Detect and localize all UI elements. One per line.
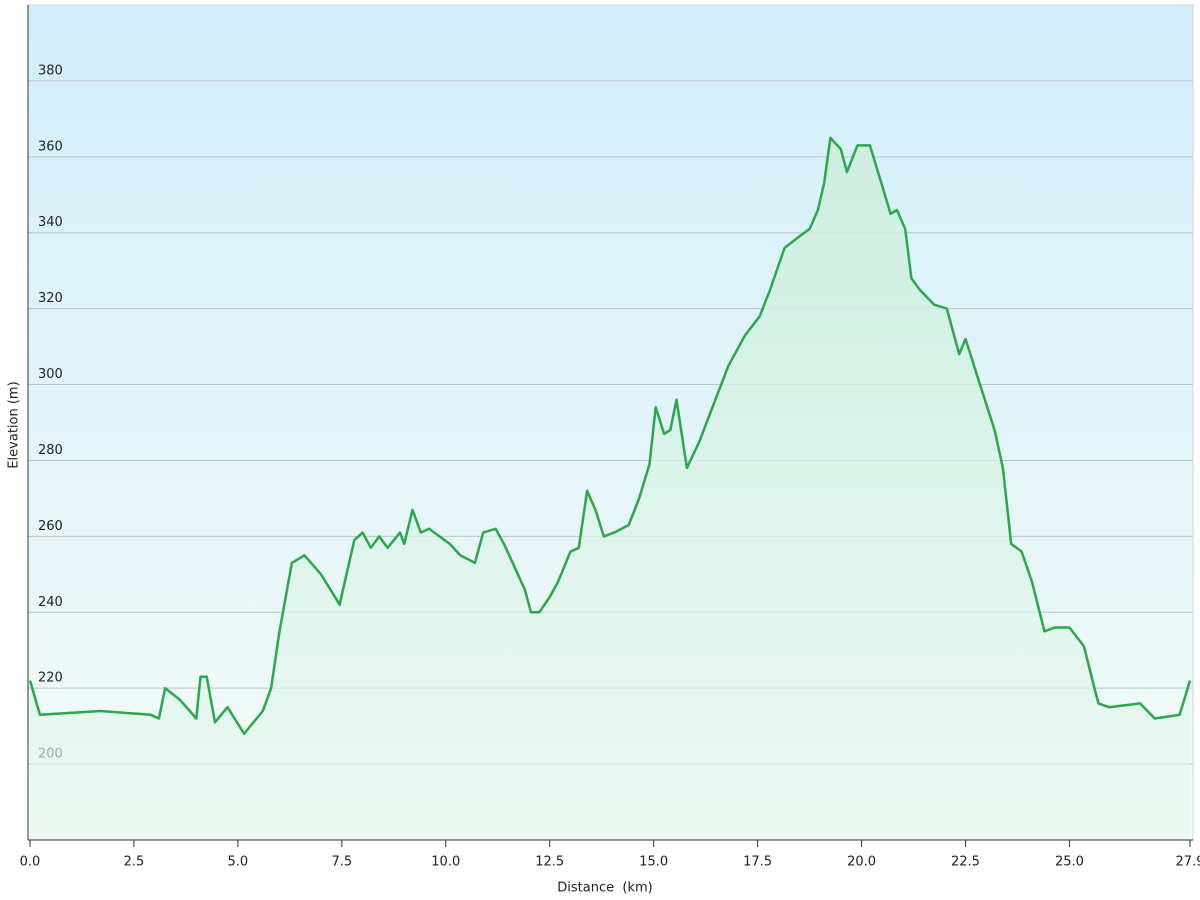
y-tick-label: 220 xyxy=(38,671,63,686)
line xyxy=(28,136,1192,735)
x-tick-label: 27.9 xyxy=(1176,855,1200,870)
y-tick-label: 240 xyxy=(38,595,63,610)
y-axis-title: Elevation (m) xyxy=(7,381,22,468)
x-tick-label: 15.0 xyxy=(639,855,668,870)
y-tick-label: 280 xyxy=(38,443,63,458)
y-tick-label: 340 xyxy=(38,215,63,230)
y-tick-label: 380 xyxy=(38,63,63,78)
x-tick-label: 12.5 xyxy=(535,855,564,870)
x-tick-label: 0.0 xyxy=(20,855,41,870)
y-tick-label: 360 xyxy=(38,139,63,154)
x-axis-title: Distance (km) xyxy=(557,881,652,896)
area xyxy=(30,137,1190,841)
x-tick-label: 17.5 xyxy=(743,855,772,870)
x-tick-label: 7.5 xyxy=(331,855,352,870)
x-tick-label: 5.0 xyxy=(228,855,249,870)
y-tick-label: 320 xyxy=(38,291,63,306)
x-tick-label: 2.5 xyxy=(124,855,145,870)
x-tick-label: 25.0 xyxy=(1055,855,1084,870)
x-tick-label: 22.5 xyxy=(951,855,980,870)
x-tick-label: 20.0 xyxy=(847,855,876,870)
x-tick-label: 10.0 xyxy=(431,855,460,870)
y-tick-label: 300 xyxy=(38,367,63,382)
y-tick-label: 260 xyxy=(38,519,63,534)
